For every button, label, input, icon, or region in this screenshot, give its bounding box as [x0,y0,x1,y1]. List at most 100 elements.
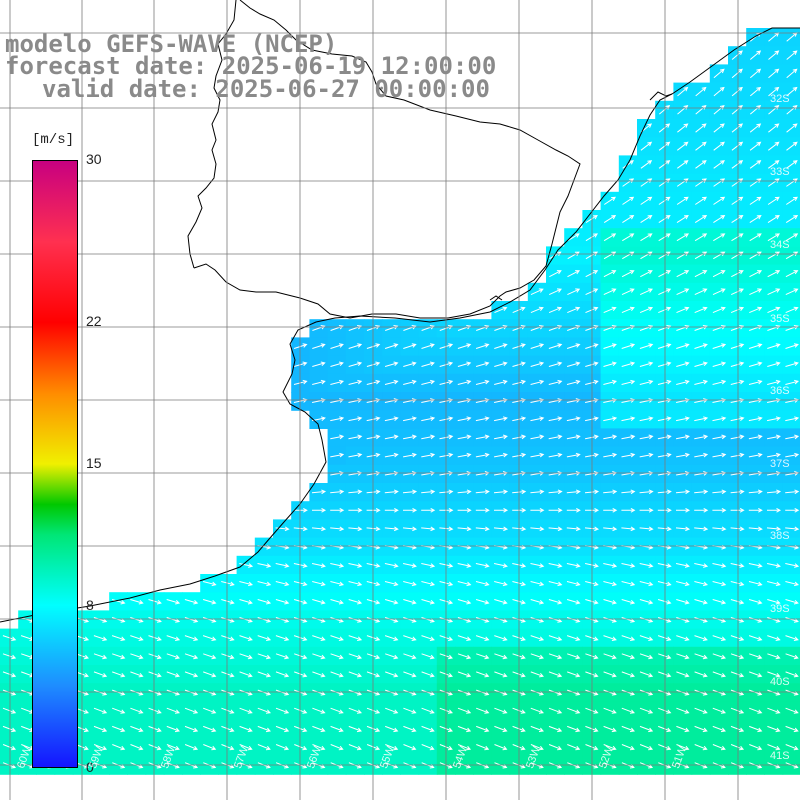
wind-arrow [621,507,636,513]
wind-arrow [622,196,635,205]
wind-arrow [730,452,745,458]
wind-arrow [603,434,618,440]
wind-arrow [421,379,436,385]
wind-arrow [403,725,417,733]
wind-arrow [603,507,618,513]
wind-arrow [676,251,689,260]
wind-arrow [767,361,781,367]
wind-arrow [767,653,781,660]
wind-arrow [221,635,235,641]
wind-arrow [421,599,435,605]
wind-arrow [712,617,727,623]
wind-arrow [457,563,472,568]
wind-arrow [694,416,709,422]
wind-arrow [2,744,17,751]
wind-arrow [221,725,235,733]
wind-arrow [475,379,490,385]
wind-arrow [312,617,326,623]
wind-arrow [275,581,290,587]
wind-arrow [494,599,508,605]
wind-arrow [530,653,544,660]
wind-arrow [166,707,180,714]
wind-arrow [402,563,417,568]
wind-arrow [530,617,545,623]
wind-arrow [676,707,690,714]
wind-arrow [694,581,709,587]
wind-arrow [585,725,599,733]
wind-arrow [603,489,618,495]
wind-arrow [712,653,726,660]
wind-arrow [421,434,436,440]
wind-arrow [384,489,399,495]
wind-arrow [694,434,709,440]
wind-arrow [786,196,798,205]
wind-arrow [749,86,762,97]
wind-arrow [421,635,435,641]
wind-arrow [639,744,654,751]
wind-arrow [785,581,800,587]
wind-arrow [712,306,726,314]
wind-arrow [731,160,744,169]
wind-arrow [675,563,690,568]
wind-arrow [312,671,326,678]
wind-arrow [767,416,781,422]
model-title: modelo GEFS-WAVE (NCEP) [5,30,338,58]
wind-arrow [312,599,326,605]
wind-arrow [640,233,653,242]
wind-arrow [257,617,272,623]
wind-arrow [275,744,290,751]
wind-arrow [712,434,727,440]
wind-arrow [567,653,581,660]
wind-arrow [621,581,636,587]
wind-arrow [548,563,563,568]
wind-arrow [384,563,399,568]
wind-arrow [330,617,344,623]
wind-arrow [403,343,417,349]
wind-arrow [93,671,108,678]
wind-arrow [713,123,725,133]
wind-arrow [312,725,326,733]
wind-arrow [567,233,580,242]
wind-arrow [330,526,345,532]
wind-arrow [749,707,763,714]
wind-arrow [457,635,472,641]
wind-arrow [239,744,253,751]
wind-arrow [767,617,781,623]
wind-arrow [767,233,780,242]
wind-arrow [621,306,635,314]
wind-arrow [603,306,617,314]
wind-arrow [621,452,636,458]
wind-arrow [403,581,417,587]
wind-arrow [203,707,217,714]
wind-arrow [785,617,799,623]
wind-arrow [658,141,671,151]
wind-arrow [221,581,235,587]
wind-arrow [202,599,217,605]
wind-arrow [622,233,635,242]
wind-arrow [621,725,635,733]
wind-arrow [639,361,654,367]
wind-arrow [657,617,672,623]
wind-arrow [275,617,290,623]
wind-arrow [330,379,345,385]
wind-arrow [639,507,654,513]
wind-arrow [257,725,271,733]
wind-arrow [239,599,253,605]
wind-arrow [585,599,599,605]
wind-arrow [548,361,563,367]
wind-arrow [584,489,600,495]
wind-arrow [348,563,363,568]
wind-arrow [93,635,108,641]
wind-arrow [730,379,745,385]
wind-arrow [603,233,617,242]
latitude-label: 41S [770,750,790,762]
wind-arrow [676,270,690,278]
wind-arrow [768,123,780,133]
wind-arrow [785,489,800,495]
wind-arrow [93,707,108,714]
wind-arrow [166,725,180,733]
wind-arrow [330,725,344,733]
wind-arrow [548,599,563,605]
wind-arrow [566,507,581,513]
wind-arrow [202,581,217,587]
